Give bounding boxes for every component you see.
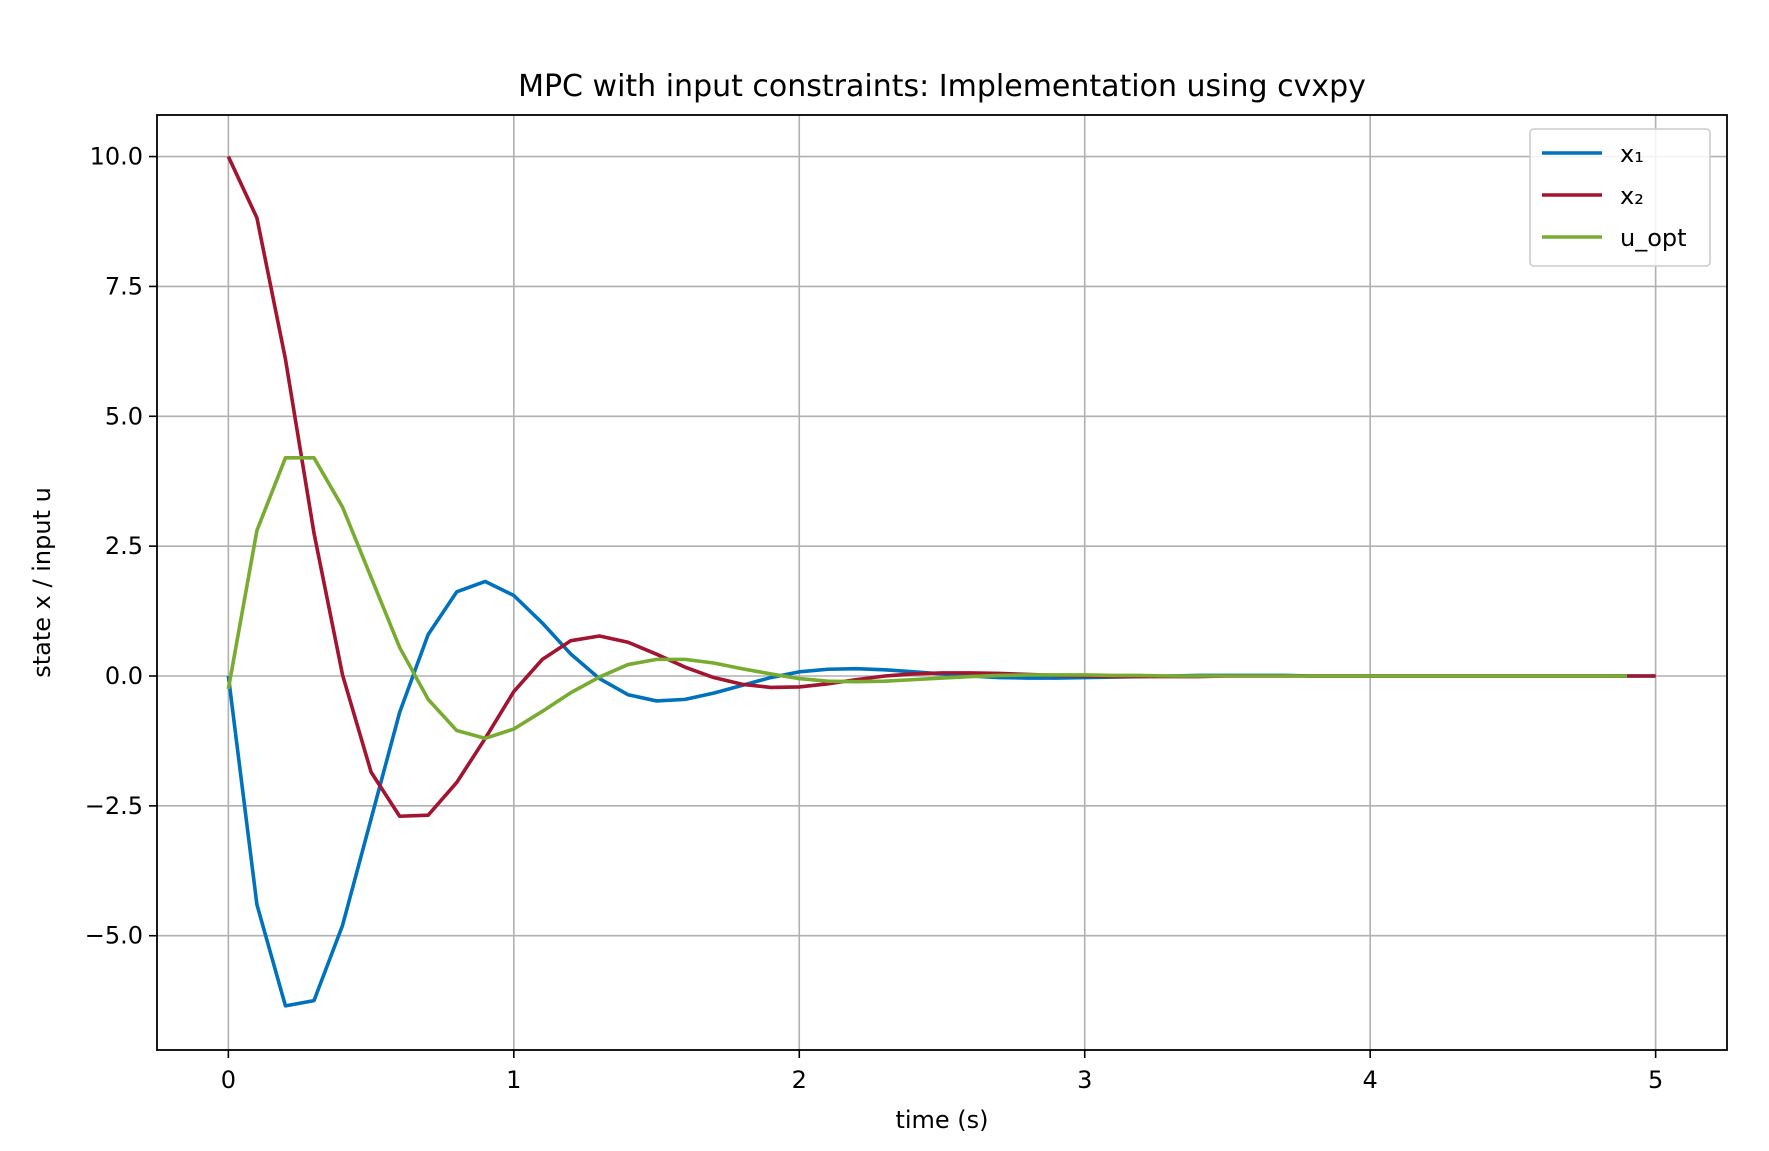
- legend: x₁ x₂ u_opt: [1529, 128, 1711, 267]
- series-lines: [226, 155, 1656, 1008]
- legend-label-1: x₁: [1620, 140, 1644, 168]
- x-tick-label: 5: [1648, 1066, 1663, 1094]
- legend-label-2: x₂: [1620, 182, 1644, 210]
- y-tick-label: 0.0: [105, 662, 143, 690]
- y-tick-label: 2.5: [105, 532, 143, 560]
- x-tick-label: 0: [221, 1066, 236, 1094]
- y-tick-label: 7.5: [105, 272, 143, 300]
- x-tick-label: 2: [792, 1066, 807, 1094]
- chart-title: MPC with input constraints: Implementati…: [518, 69, 1366, 104]
- y-axis-label: state x / input u: [28, 487, 56, 678]
- series-line-1: [226, 579, 1656, 1008]
- y-tick-label: −2.5: [85, 792, 143, 820]
- x-axis-label: time (s): [895, 1106, 988, 1134]
- x-tick-label: 1: [506, 1066, 521, 1094]
- plot-frame: [156, 114, 1728, 1051]
- legend-box: [1529, 128, 1711, 267]
- grid: [157, 115, 1727, 1050]
- series-line-3: [226, 456, 1628, 741]
- y-tick-label: −5.0: [85, 922, 143, 950]
- y-tick-label: 10.0: [90, 143, 143, 171]
- x-tick-label: 4: [1363, 1066, 1378, 1094]
- legend-label-3: u_opt: [1620, 224, 1687, 252]
- y-tick-label: 5.0: [105, 402, 143, 430]
- axis-ticks: 0 1 2 3 4 5 −5.0 −2.5 0.0 2.5 5.0 7.5 10.0: [85, 143, 1664, 1094]
- x-tick-label: 3: [1077, 1066, 1092, 1094]
